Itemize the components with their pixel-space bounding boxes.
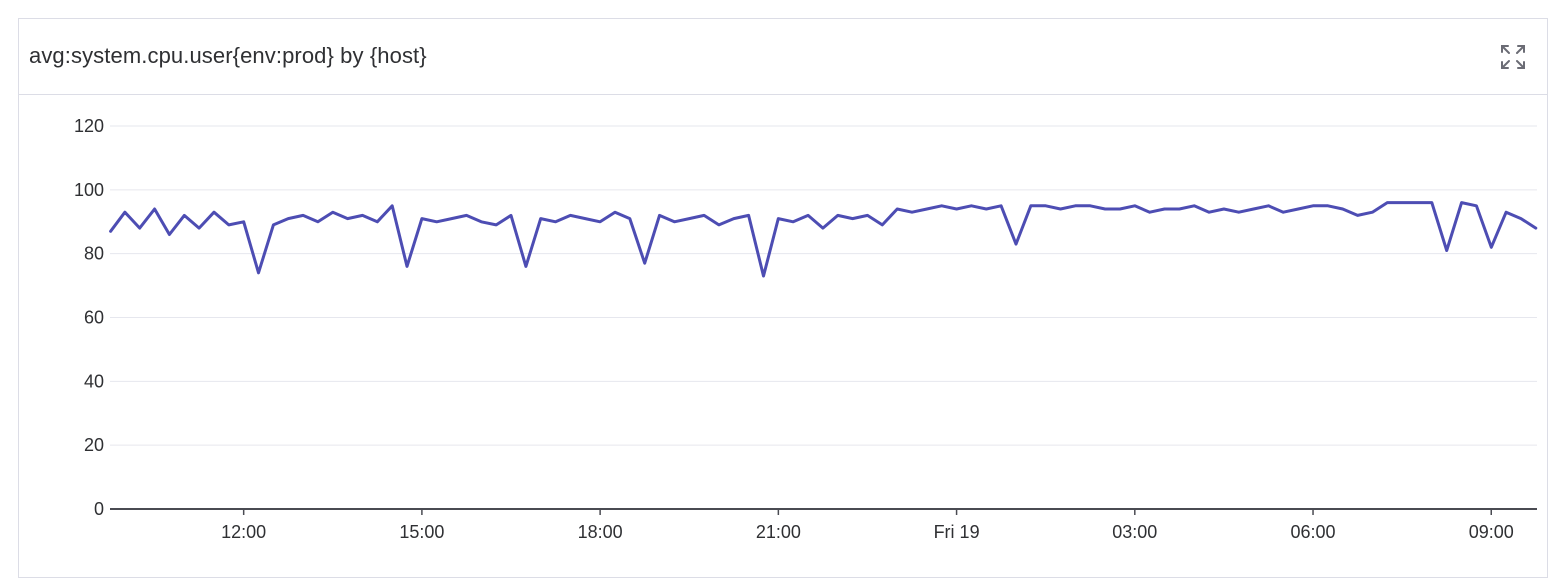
widget-header: avg:system.cpu.user{env:prod} by {host} (19, 19, 1547, 95)
y-tick-label: 120 (74, 116, 104, 136)
timeseries-widget: avg:system.cpu.user{env:prod} by {host} (18, 18, 1548, 578)
x-tick-label: Fri 19 (934, 522, 980, 542)
x-tick-label: 18:00 (578, 522, 623, 542)
y-tick-label: 60 (84, 308, 104, 328)
expand-icon[interactable] (1499, 43, 1527, 71)
x-tick-label: 21:00 (756, 522, 801, 542)
x-tick-label: 12:00 (221, 522, 266, 542)
y-tick-label: 0 (94, 499, 104, 519)
y-tick-label: 20 (84, 435, 104, 455)
widget-title: avg:system.cpu.user{env:prod} by {host} (29, 43, 427, 68)
cpu-line-chart: 0 20 40 60 80 100 120 12:00 15:00 18:00 21:00 Fri 1… (74, 116, 1538, 542)
y-tick-label: 100 (74, 180, 104, 200)
x-tick-label: 06:00 (1291, 522, 1336, 542)
x-tick-label: 03:00 (1112, 522, 1157, 542)
x-tick-label: 15:00 (399, 522, 444, 542)
series-line (109, 201, 1538, 278)
y-tick-label: 40 (84, 371, 104, 391)
x-tick-label: 09:00 (1469, 522, 1514, 542)
y-tick-label: 80 (84, 244, 104, 264)
